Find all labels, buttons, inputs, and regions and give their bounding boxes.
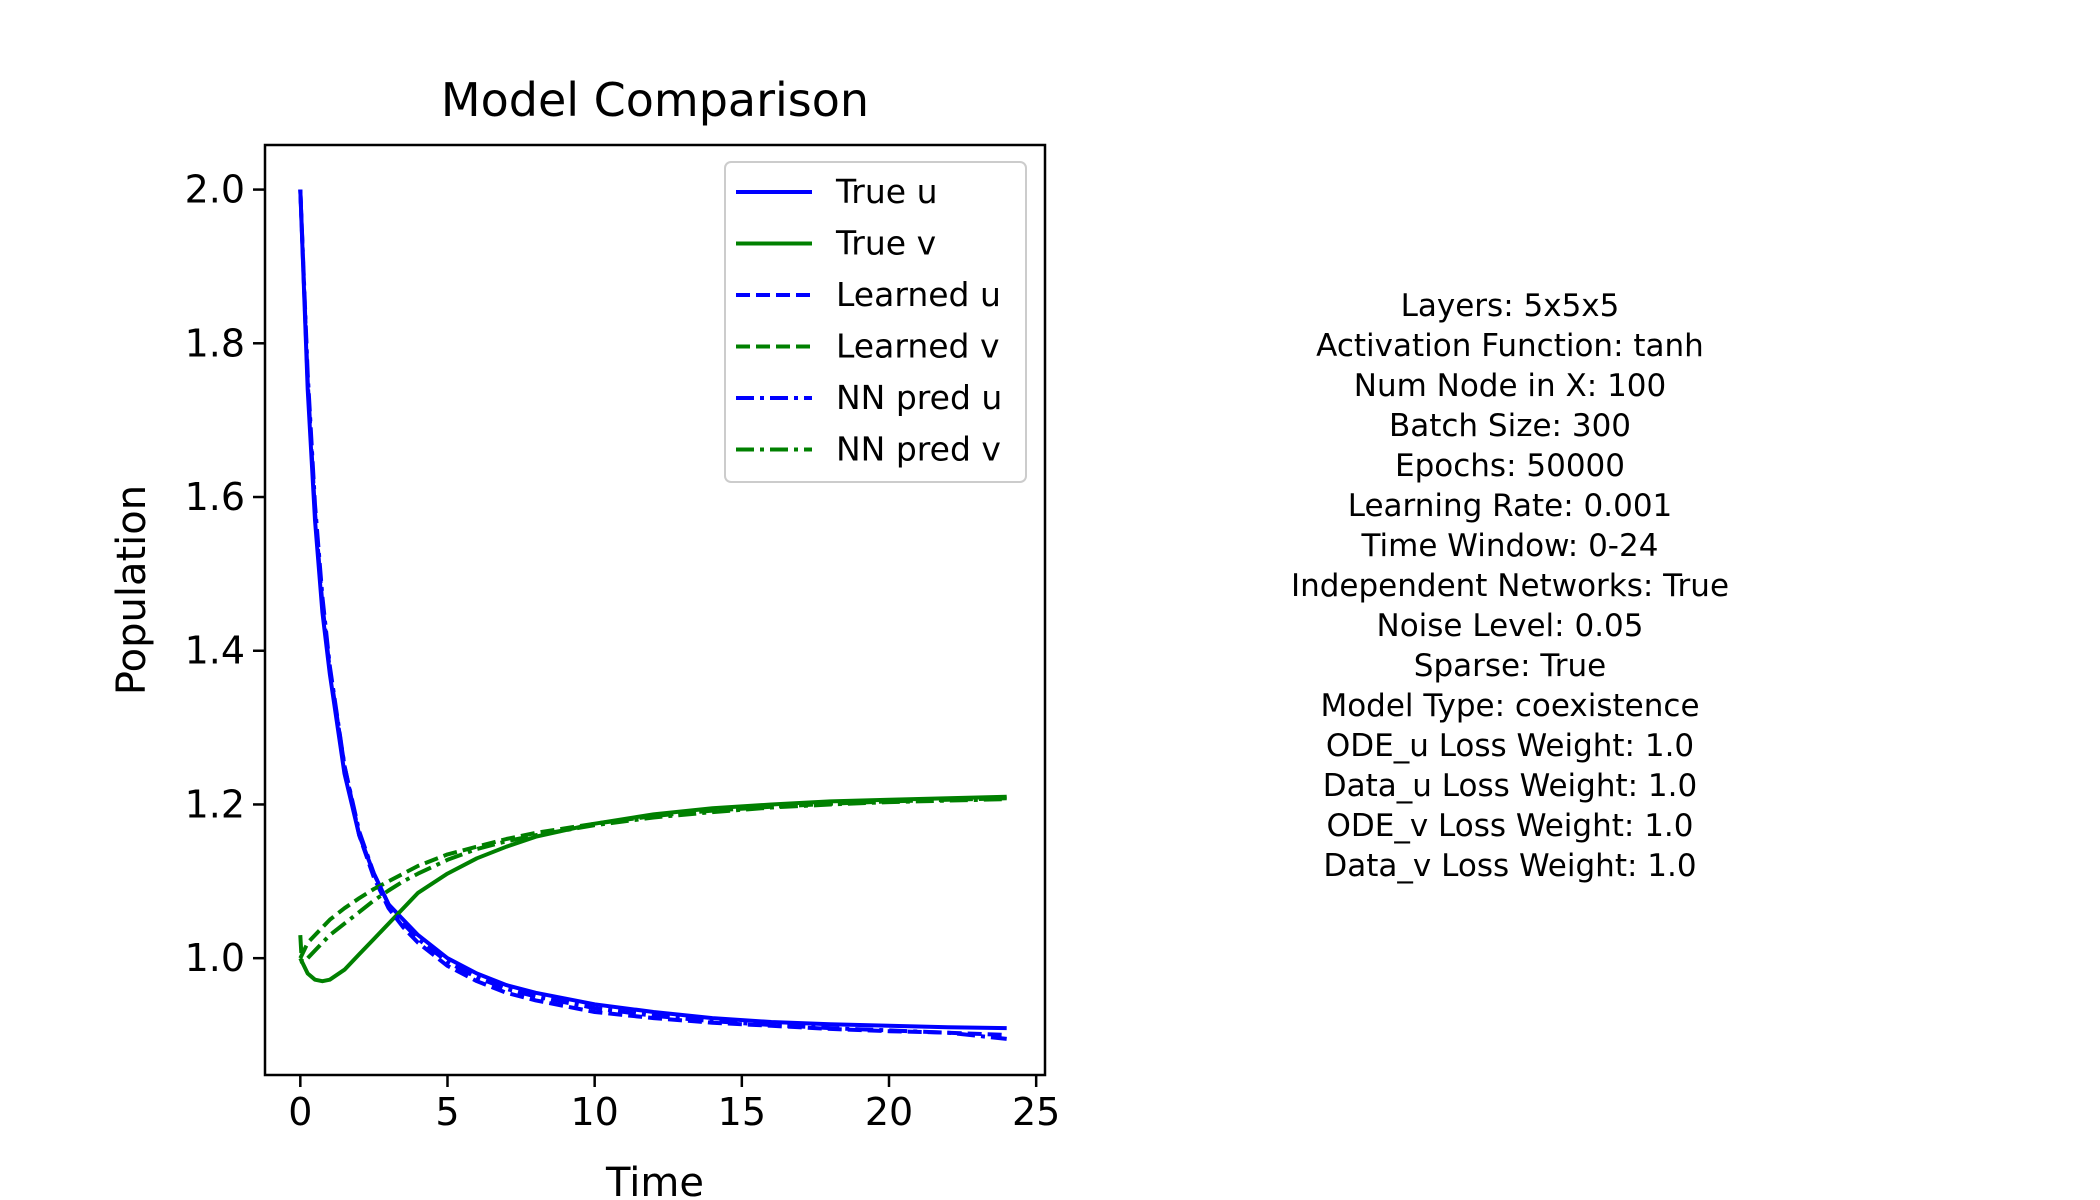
info-line-11: ODE_u Loss Weight: 1.0 xyxy=(1325,728,1695,764)
info-panel: Layers: 5x5x5 Activation Function: tanh Nu… xyxy=(1160,286,1860,886)
x-tick-label-0: 0 xyxy=(288,1090,312,1134)
plot-area xyxy=(263,143,1047,1077)
x-tick-label-1: 5 xyxy=(435,1090,459,1134)
info-line-9: Sparse: True xyxy=(1413,648,1607,684)
x-tick-label-3: 15 xyxy=(718,1090,766,1134)
info-line-7: Independent Networks: True xyxy=(1290,568,1730,604)
y-axis-label: Population xyxy=(109,485,155,695)
info-line-8: Noise Level: 0.05 xyxy=(1376,608,1644,644)
info-line-2: Num Node in X: 100 xyxy=(1353,368,1667,404)
series-line-4 xyxy=(298,189,1007,1041)
y-tick-label-1: 1.2 xyxy=(185,782,245,826)
legend-label-1: True v xyxy=(835,224,936,263)
x-axis-label: Time xyxy=(605,1160,704,1200)
y-axis-ticks: 1.0 1.2 1.4 1.6 1.8 2.0 xyxy=(185,168,265,980)
legend: True u True v Learned u Learned v NN pred u N… xyxy=(724,161,1027,483)
series-layer xyxy=(298,189,1007,1041)
y-tick-label-2: 1.4 xyxy=(185,629,245,673)
info-line-4: Epochs: 50000 xyxy=(1395,448,1625,484)
info-line-13: ODE_v Loss Weight: 1.0 xyxy=(1326,808,1694,844)
legend-label-5: NN pred v xyxy=(836,430,1001,469)
plot-frame xyxy=(263,143,1047,1077)
y-tick-label-4: 1.8 xyxy=(185,321,245,365)
series-line-5 xyxy=(298,797,1007,964)
x-tick-label-4: 20 xyxy=(865,1090,913,1134)
x-axis-ticks: 0 5 10 15 20 25 xyxy=(288,1075,1060,1134)
y-tick-label-5: 2.0 xyxy=(185,168,245,212)
info-line-0: Layers: 5x5x5 xyxy=(1400,288,1620,324)
legend-items: True u True v Learned u Learned v NN pred u N… xyxy=(736,172,1002,469)
series-line-1 xyxy=(298,794,1007,984)
legend-label-0: True u xyxy=(835,172,938,211)
x-tick-label-5: 25 xyxy=(1012,1090,1060,1134)
y-tick-label-3: 1.6 xyxy=(185,475,245,519)
y-tick-label-0: 1.0 xyxy=(185,936,245,980)
info-line-5: Learning Rate: 0.001 xyxy=(1347,488,1673,524)
info-line-14: Data_v Loss Weight: 1.0 xyxy=(1323,848,1697,884)
chart-title: Model Comparison xyxy=(441,73,869,127)
legend-label-2: Learned u xyxy=(836,275,1001,314)
info-line-6: Time Window: 0-24 xyxy=(1361,528,1659,564)
info-line-3: Batch Size: 300 xyxy=(1388,408,1632,444)
legend-label-4: NN pred u xyxy=(836,378,1002,417)
info-line-10: Model Type: coexistence xyxy=(1320,688,1700,724)
info-line-1: Activation Function: tanh xyxy=(1316,328,1704,364)
legend-label-3: Learned v xyxy=(836,327,1000,366)
info-line-12: Data_u Loss Weight: 1.0 xyxy=(1322,768,1698,804)
x-tick-label-2: 10 xyxy=(570,1090,618,1134)
